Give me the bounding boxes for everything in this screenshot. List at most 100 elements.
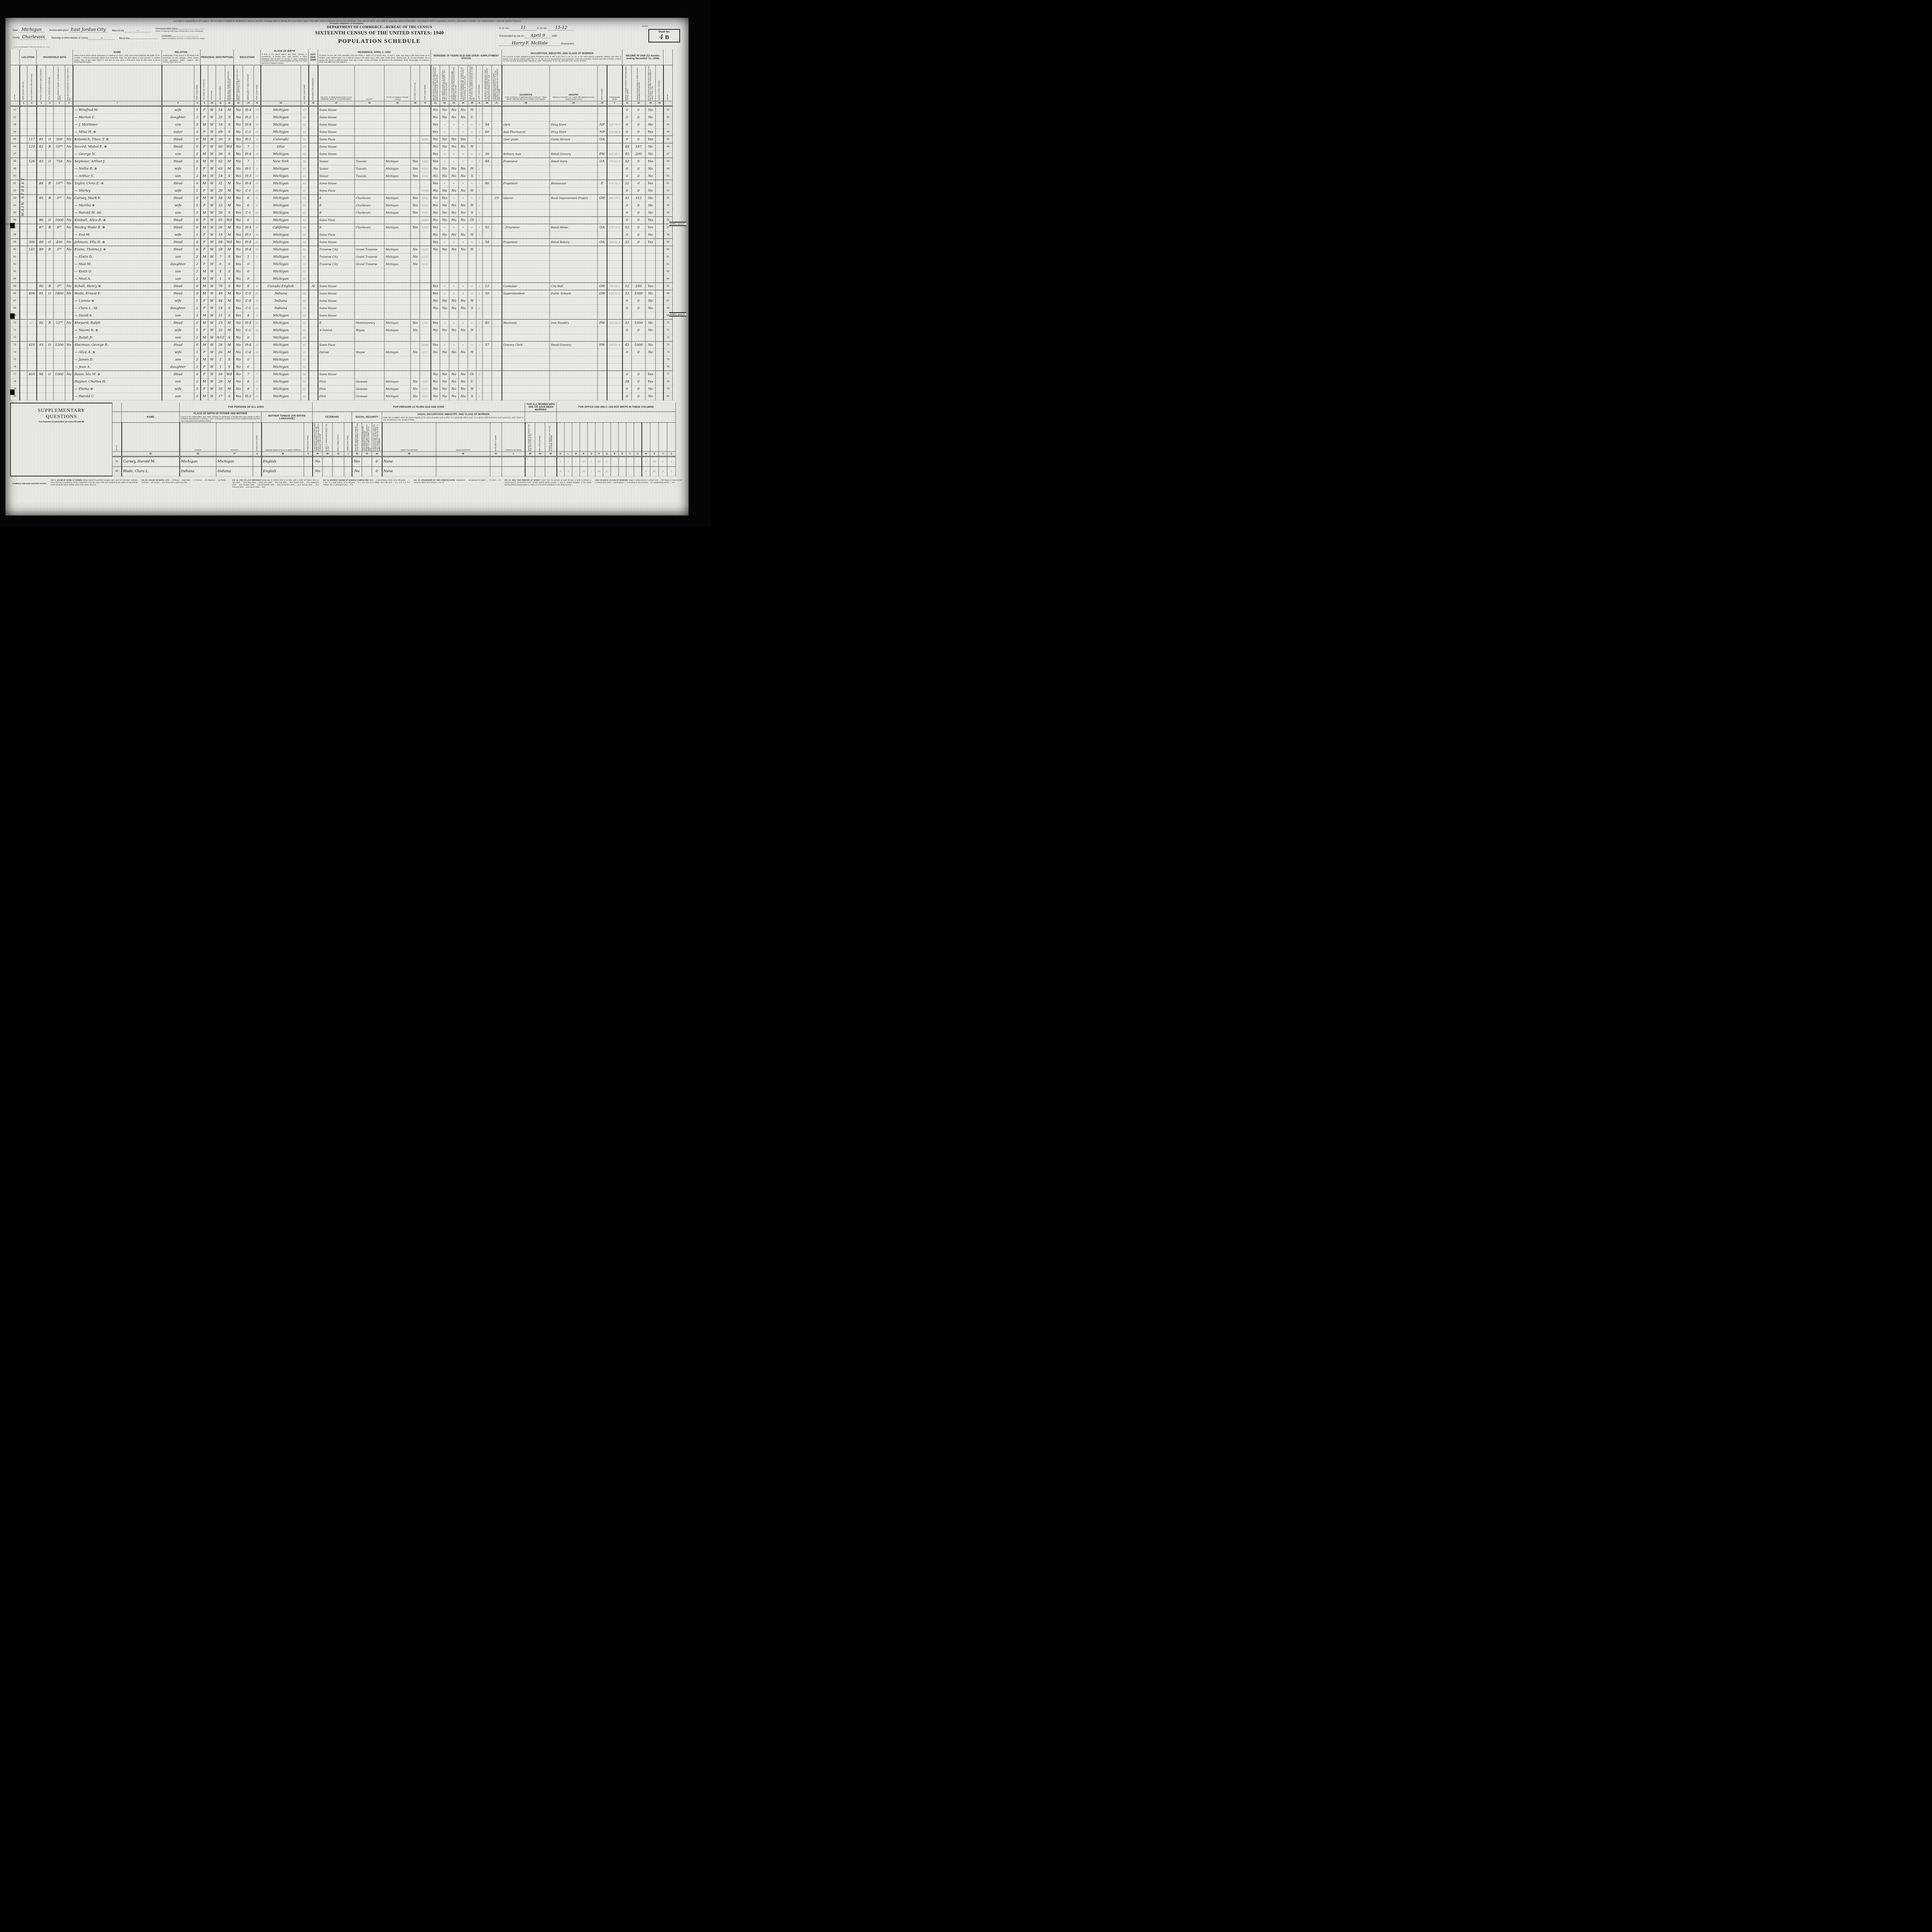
cell-relation: Head (161, 194, 194, 202)
cell-farm20 (410, 268, 420, 276)
cell-c32: 200 (631, 150, 646, 158)
cell-street (19, 150, 27, 158)
cell-oS (618, 466, 626, 477)
cell-name: Carney, Mark V. (72, 194, 162, 202)
column-description-c33: Did this person receive income of $50 or… (645, 65, 656, 101)
cell-codeA: 5 (194, 128, 201, 136)
cell-codeF (606, 268, 622, 276)
cell-cls (597, 385, 607, 393)
cell-c27 (492, 114, 502, 121)
cell-grade: 6 (243, 202, 254, 209)
cell-pob: Michigan (260, 202, 301, 209)
cell-hh (36, 231, 46, 239)
cell-c26 (482, 349, 492, 356)
cell-occ (501, 349, 550, 356)
cell-c26 (482, 378, 492, 386)
column-description-oM (572, 422, 580, 452)
cell-c22: No (440, 216, 449, 224)
cell-c33: No (645, 114, 656, 121)
cell-name: — James D. (72, 356, 162, 364)
cell-c33: No (645, 143, 656, 151)
column-number-45: 45 (381, 451, 436, 457)
cell-c31: 52 (622, 282, 632, 290)
cell-c33: No (645, 194, 656, 202)
cell-relation: son (161, 172, 194, 180)
cell-house (27, 363, 37, 371)
cell-codeB: 30 (253, 150, 261, 158)
cell-line2: 72 (663, 334, 673, 342)
cell-street (19, 223, 27, 231)
cell-cls47 (490, 466, 502, 477)
cell-city35: Vassar (317, 165, 355, 173)
column-number-K: K (556, 451, 565, 457)
cell-codeD (420, 114, 431, 121)
cell-line: 72 (10, 334, 20, 342)
cell-state35 (384, 106, 411, 114)
cell-value: 5⁰⁰ (53, 245, 65, 253)
cell-codeJ (502, 466, 525, 477)
explanatory-note: Cols. 30 and 47. CLASS OF WORKER: Wage o… (595, 479, 682, 484)
cell-name: Davis, Ida M. ⊗ (72, 370, 162, 378)
cell-c31: 0 (622, 385, 632, 393)
column-description-county35: COUNTY (354, 65, 384, 101)
cell-c32: 0 (631, 202, 646, 209)
cell-city35 (317, 275, 355, 283)
column-group-header: SOCIAL SECURITY (352, 412, 382, 423)
cell-codeD (420, 370, 431, 378)
column-description-oT (626, 422, 634, 452)
cell-c33: Yes (645, 216, 656, 224)
cell-c25: S (468, 304, 476, 312)
cell-ind: Restaurant (549, 179, 598, 187)
cell-county35 (354, 363, 384, 371)
cell-value: 1200 (53, 341, 65, 349)
state-value: Michigan (18, 27, 45, 33)
column-description-grade: Highest grade of school completed (243, 65, 254, 101)
cell-street (19, 231, 27, 239)
cell-cit (308, 157, 318, 165)
cell-codeA: 1 (194, 187, 201, 195)
cell-c26: 80 (482, 179, 492, 187)
cell-c33: No (645, 165, 656, 173)
cell-age: 1 (216, 275, 225, 283)
cell-c33: No (645, 231, 656, 239)
cell-sex: M (200, 319, 208, 327)
cell-city35 (317, 268, 355, 276)
cell-age: 44 (216, 297, 225, 305)
cell-line: 66 (10, 289, 20, 298)
cell-street (19, 165, 27, 173)
cell-codeD: X042 (420, 194, 431, 202)
cell-line2: 61 (663, 253, 673, 261)
column-number-G: G (253, 451, 262, 457)
cell-codeC: 56 (301, 157, 309, 165)
explanatory-note: SYMBOLS AND EXPLANATORY NOTES (12, 483, 46, 485)
cell-ind (549, 385, 598, 393)
cell-c26 (482, 216, 492, 224)
cell-codeD (420, 282, 431, 290)
cell-codeC: 62 (301, 128, 309, 136)
cell-cls (597, 378, 607, 386)
cell-race: W (208, 223, 216, 231)
cell-oY: 0 (658, 466, 667, 477)
cell-relation: Head (161, 135, 194, 143)
main-table-wrap: LOCATION HOUSEHOLD DATA NAME Name of each p… (5, 49, 686, 400)
cell-sex: F (200, 165, 208, 173)
cell-c21: No (430, 349, 440, 356)
cell-line: 63 (10, 268, 20, 276)
cell-codeF (606, 349, 622, 356)
cell-sex: F (200, 143, 208, 151)
cell-codeB: 30 (253, 106, 261, 114)
cell-cls: E (597, 179, 607, 187)
cell-c33: No (645, 349, 656, 356)
cell-c24: No (458, 378, 468, 386)
cell-county35 (354, 114, 384, 121)
cell-occ (501, 304, 550, 312)
cell-codeE: 1 (476, 289, 483, 298)
cell-c23: – (449, 238, 459, 246)
cell-codeI (344, 466, 352, 477)
column-description-state35: STATE (or Territory or foreign country) (384, 65, 411, 101)
cell-marital: M (225, 385, 234, 393)
cell-c27 (492, 312, 502, 320)
cell-codeC: 62 (301, 253, 309, 261)
cell-occ (501, 106, 550, 114)
cell-c32: 240 (631, 282, 646, 290)
